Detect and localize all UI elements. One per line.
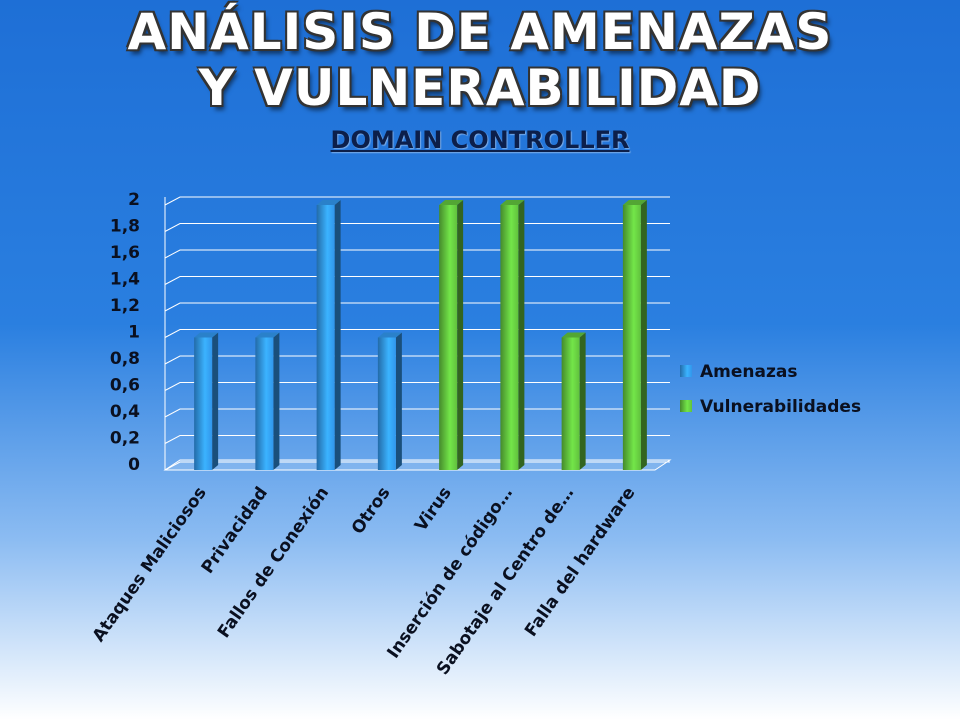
bar-side	[212, 332, 219, 470]
grid-line	[164, 302, 670, 312]
grid-line	[164, 276, 670, 285]
bar	[316, 205, 335, 470]
legend-label: Vulnerabilidades	[700, 397, 861, 417]
bar-top	[194, 332, 219, 338]
bar-top	[316, 200, 341, 205]
grid-line	[164, 355, 670, 365]
y-tick-label: 1,6	[110, 243, 140, 263]
bar-top	[439, 200, 464, 205]
y-tick-label: 1,4	[110, 270, 140, 290]
bar-side	[457, 200, 464, 470]
x-tick-label: Fallos de Conexión	[214, 483, 333, 641]
y-tick-label: 0,2	[110, 429, 140, 449]
grid-line	[164, 329, 670, 338]
grid-line	[164, 435, 670, 444]
bar	[439, 205, 458, 470]
grid-line	[164, 196, 670, 206]
chart-subtitle: DOMAIN CONTROLLER	[330, 126, 630, 154]
grid-line	[164, 408, 670, 418]
bar-side	[334, 200, 341, 470]
bar-top	[561, 332, 586, 338]
bar-side	[273, 332, 280, 470]
y-tick-label: 1,8	[110, 217, 140, 237]
legend-label: Amenazas	[700, 362, 797, 382]
bar-top	[377, 332, 402, 338]
y-tick-label: 0,6	[110, 376, 140, 396]
bar	[500, 205, 519, 470]
bar-side	[395, 332, 402, 470]
grid-line	[164, 249, 670, 259]
bar	[255, 337, 274, 470]
bar-top	[255, 332, 280, 338]
y-tick-label: 1,2	[110, 296, 140, 316]
x-tick-label: Virus	[411, 483, 456, 535]
bar-side	[579, 332, 586, 470]
bar-side	[518, 200, 525, 470]
y-tick-label: 0	[128, 455, 140, 475]
bar-top	[500, 200, 525, 205]
y-tick-label: 2	[128, 190, 140, 210]
y-tick-label: 0,8	[110, 349, 140, 369]
bar	[194, 337, 213, 470]
grid-line	[164, 223, 670, 232]
slide-title: ANÁLISIS DE AMENAZAS Y VULNERABILIDAD	[127, 3, 833, 117]
bar	[622, 205, 641, 470]
legend-swatch	[680, 365, 692, 377]
y-tick-label: 1	[128, 323, 140, 343]
bar	[377, 337, 396, 470]
y-tick-label: 0,4	[110, 402, 140, 422]
bar-side	[640, 200, 647, 470]
x-tick-label: Inserción de código…	[383, 483, 517, 662]
x-tick-label: Ataques Maliciosos	[89, 483, 211, 645]
bar-top	[622, 200, 647, 205]
legend-swatch	[680, 400, 692, 412]
x-tick-label: Otros	[348, 483, 395, 538]
x-tick-label: Falla del hardware	[521, 483, 639, 640]
grid-line	[164, 382, 670, 391]
bar	[561, 337, 580, 470]
